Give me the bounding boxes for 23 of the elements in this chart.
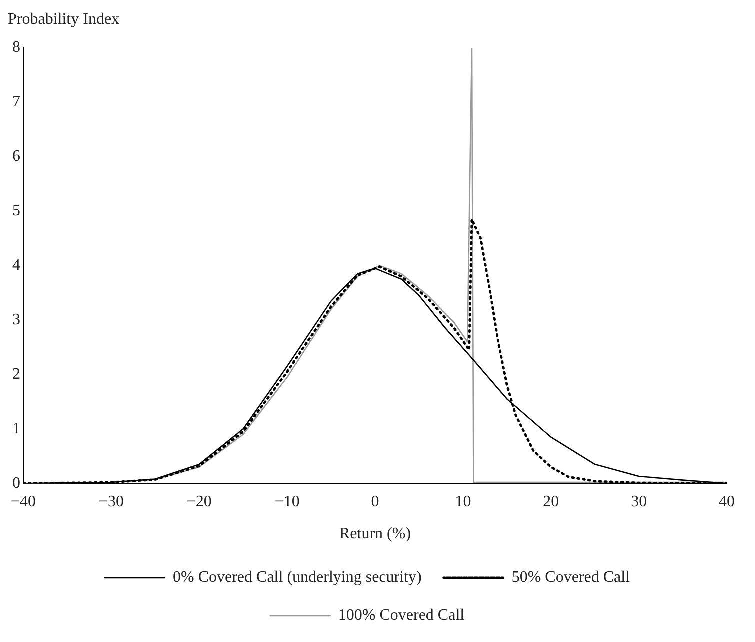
x-axis-title: Return (%)	[339, 526, 412, 543]
x-tick-label: −30	[98, 493, 124, 510]
legend-label: 50% Covered Call	[512, 569, 631, 586]
y-axis-title: Probability Index	[8, 11, 120, 28]
x-tick-label: −40	[10, 493, 36, 510]
y-tick-label: 6	[12, 148, 21, 166]
y-tick-label: 8	[12, 39, 21, 56]
y-tick-label: 4	[12, 257, 21, 274]
y-tick-label: 5	[12, 202, 21, 220]
y-tick-label: 1	[12, 420, 21, 438]
x-tick-label: 30	[631, 493, 648, 510]
y-tick-label: 2	[12, 366, 21, 383]
x-tick-label: −10	[274, 493, 300, 510]
x-tick-label: 20	[543, 493, 560, 510]
legend-label: 0% Covered Call (underlying security)	[172, 569, 422, 586]
x-tick-label: 10	[455, 493, 472, 510]
x-tick-label: 0	[371, 493, 380, 510]
y-tick-label: 0	[12, 474, 21, 492]
x-tick-label: −20	[186, 493, 212, 510]
legend-label: 100% Covered Call	[338, 607, 466, 624]
y-tick-label: 7	[12, 94, 21, 111]
y-tick-label: 3	[12, 311, 21, 328]
x-tick-label: 40	[719, 493, 735, 510]
